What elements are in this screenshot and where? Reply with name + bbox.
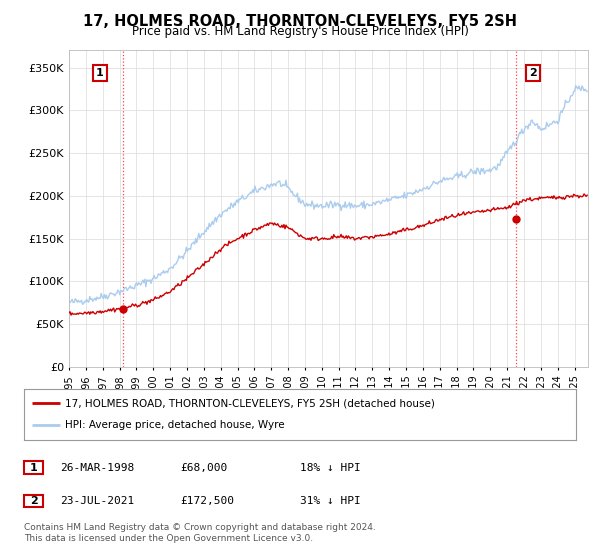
Text: £68,000: £68,000 xyxy=(180,463,227,473)
Text: Contains HM Land Registry data © Crown copyright and database right 2024.
This d: Contains HM Land Registry data © Crown c… xyxy=(24,524,376,543)
Text: 23-JUL-2021: 23-JUL-2021 xyxy=(60,496,134,506)
Text: Price paid vs. HM Land Registry's House Price Index (HPI): Price paid vs. HM Land Registry's House … xyxy=(131,25,469,38)
Text: HPI: Average price, detached house, Wyre: HPI: Average price, detached house, Wyre xyxy=(65,421,285,431)
Text: 2: 2 xyxy=(529,68,537,78)
Text: 17, HOLMES ROAD, THORNTON-CLEVELEYS, FY5 2SH: 17, HOLMES ROAD, THORNTON-CLEVELEYS, FY5… xyxy=(83,14,517,29)
Text: 26-MAR-1998: 26-MAR-1998 xyxy=(60,463,134,473)
Text: 2: 2 xyxy=(30,496,37,506)
Text: 1: 1 xyxy=(30,463,37,473)
Text: 18% ↓ HPI: 18% ↓ HPI xyxy=(300,463,361,473)
Text: 1: 1 xyxy=(96,68,104,78)
Text: 17, HOLMES ROAD, THORNTON-CLEVELEYS, FY5 2SH (detached house): 17, HOLMES ROAD, THORNTON-CLEVELEYS, FY5… xyxy=(65,398,435,408)
Text: 31% ↓ HPI: 31% ↓ HPI xyxy=(300,496,361,506)
Text: £172,500: £172,500 xyxy=(180,496,234,506)
